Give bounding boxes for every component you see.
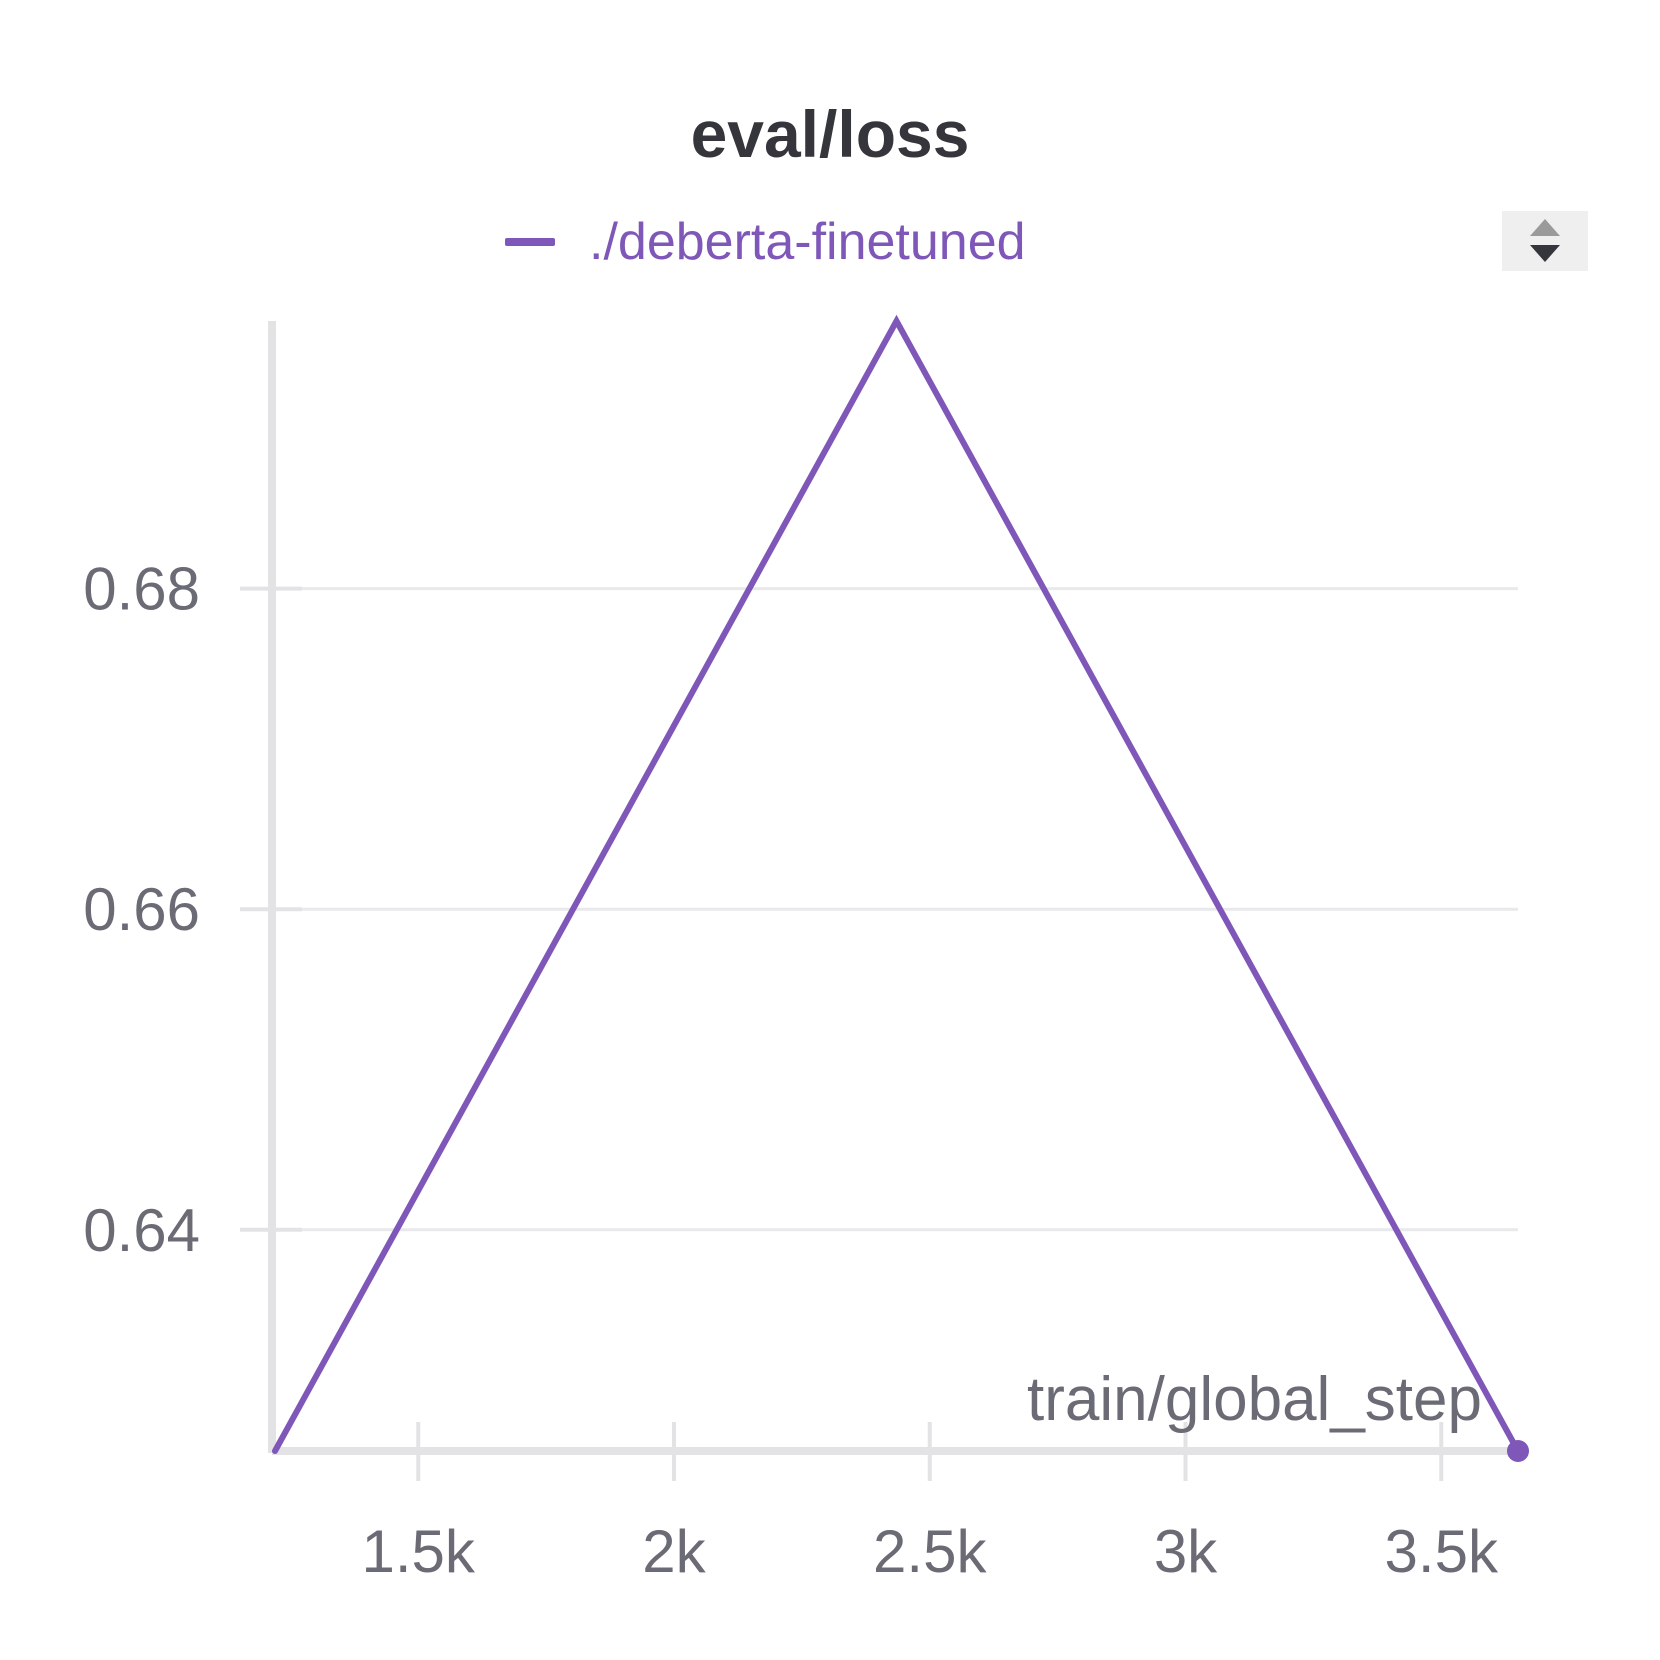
series-lines — [272, 314, 1529, 1462]
tick-labels: 0.64 0.66 0.68 1.5k 2k 2.5k 3k 3.5k — [83, 556, 1499, 1585]
y-tick-label: 0.64 — [83, 1197, 200, 1264]
gridlines — [275, 587, 1518, 1232]
y-tick-label: 0.66 — [83, 876, 200, 943]
series-line-deberta-finetuned — [272, 314, 1521, 1454]
scroll-up-arrow-icon[interactable] — [1530, 219, 1560, 236]
scroll-down-arrow-icon[interactable] — [1530, 245, 1560, 262]
legend-scroll-control[interactable] — [1502, 211, 1588, 271]
x-tick-label: 2k — [642, 1518, 706, 1585]
legend: ./deberta-finetuned — [505, 208, 1026, 276]
legend-swatch — [505, 238, 555, 246]
x-tick-label: 3k — [1154, 1518, 1218, 1585]
x-tick-label: 2.5k — [873, 1518, 987, 1585]
chart-title: eval/loss — [690, 97, 970, 171]
legend-label-deberta-finetuned[interactable]: ./deberta-finetuned — [589, 213, 1026, 271]
x-tick-label: 3.5k — [1385, 1518, 1499, 1585]
series-endpoint-marker — [1507, 1440, 1529, 1462]
axes — [240, 321, 1518, 1481]
x-tick-label: 1.5k — [362, 1518, 476, 1585]
x-axis-title: train/global_step — [1027, 1365, 1482, 1434]
y-tick-label: 0.68 — [83, 556, 200, 623]
